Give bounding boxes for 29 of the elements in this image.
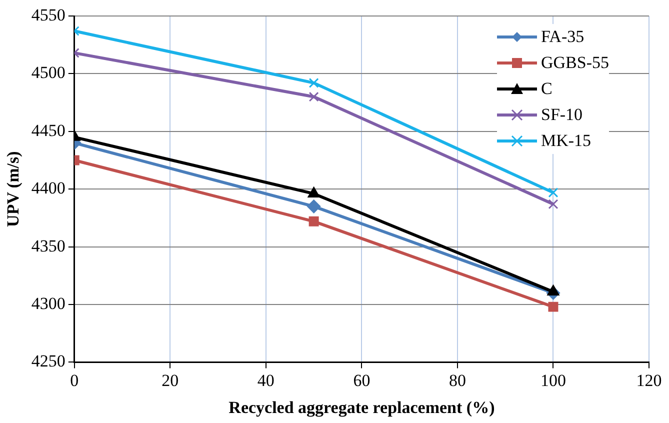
y-tick-label: 4550: [31, 5, 66, 24]
point: [308, 92, 319, 102]
x-tick-label: 40: [257, 370, 274, 390]
point: [548, 188, 558, 198]
x-tick-label: 100: [540, 370, 566, 390]
y-tick-label: 4400: [31, 178, 66, 198]
x-tick-label: 20: [162, 370, 179, 390]
y-tick-label: 4500: [31, 63, 66, 82]
point: [308, 216, 319, 226]
legend-label: GGBS-55: [540, 52, 609, 74]
point: [548, 302, 558, 312]
x-tick-label: 60: [353, 370, 370, 390]
y-tick-label: 4350: [31, 236, 66, 256]
legend-label: MK-15: [540, 130, 592, 152]
point: [547, 285, 560, 296]
y-tick-label: 4250: [31, 352, 66, 371]
point: [307, 200, 321, 214]
y-axis-title: UPV (m/s): [4, 151, 23, 227]
legend-label: SF-10: [540, 104, 583, 126]
y-tick-label: 4450: [31, 120, 66, 140]
x-tick-label: 0: [70, 370, 79, 390]
point: [308, 78, 319, 88]
point: [548, 199, 558, 210]
legend-label: FA-35: [540, 26, 584, 48]
legend-label: C: [540, 78, 552, 100]
x-tick-label: 120: [636, 370, 662, 390]
x-axis-title: Recycled aggregate replacement (%): [228, 398, 495, 418]
y-tick-label: 4300: [31, 294, 66, 313]
x-tick-label: 80: [448, 370, 466, 390]
